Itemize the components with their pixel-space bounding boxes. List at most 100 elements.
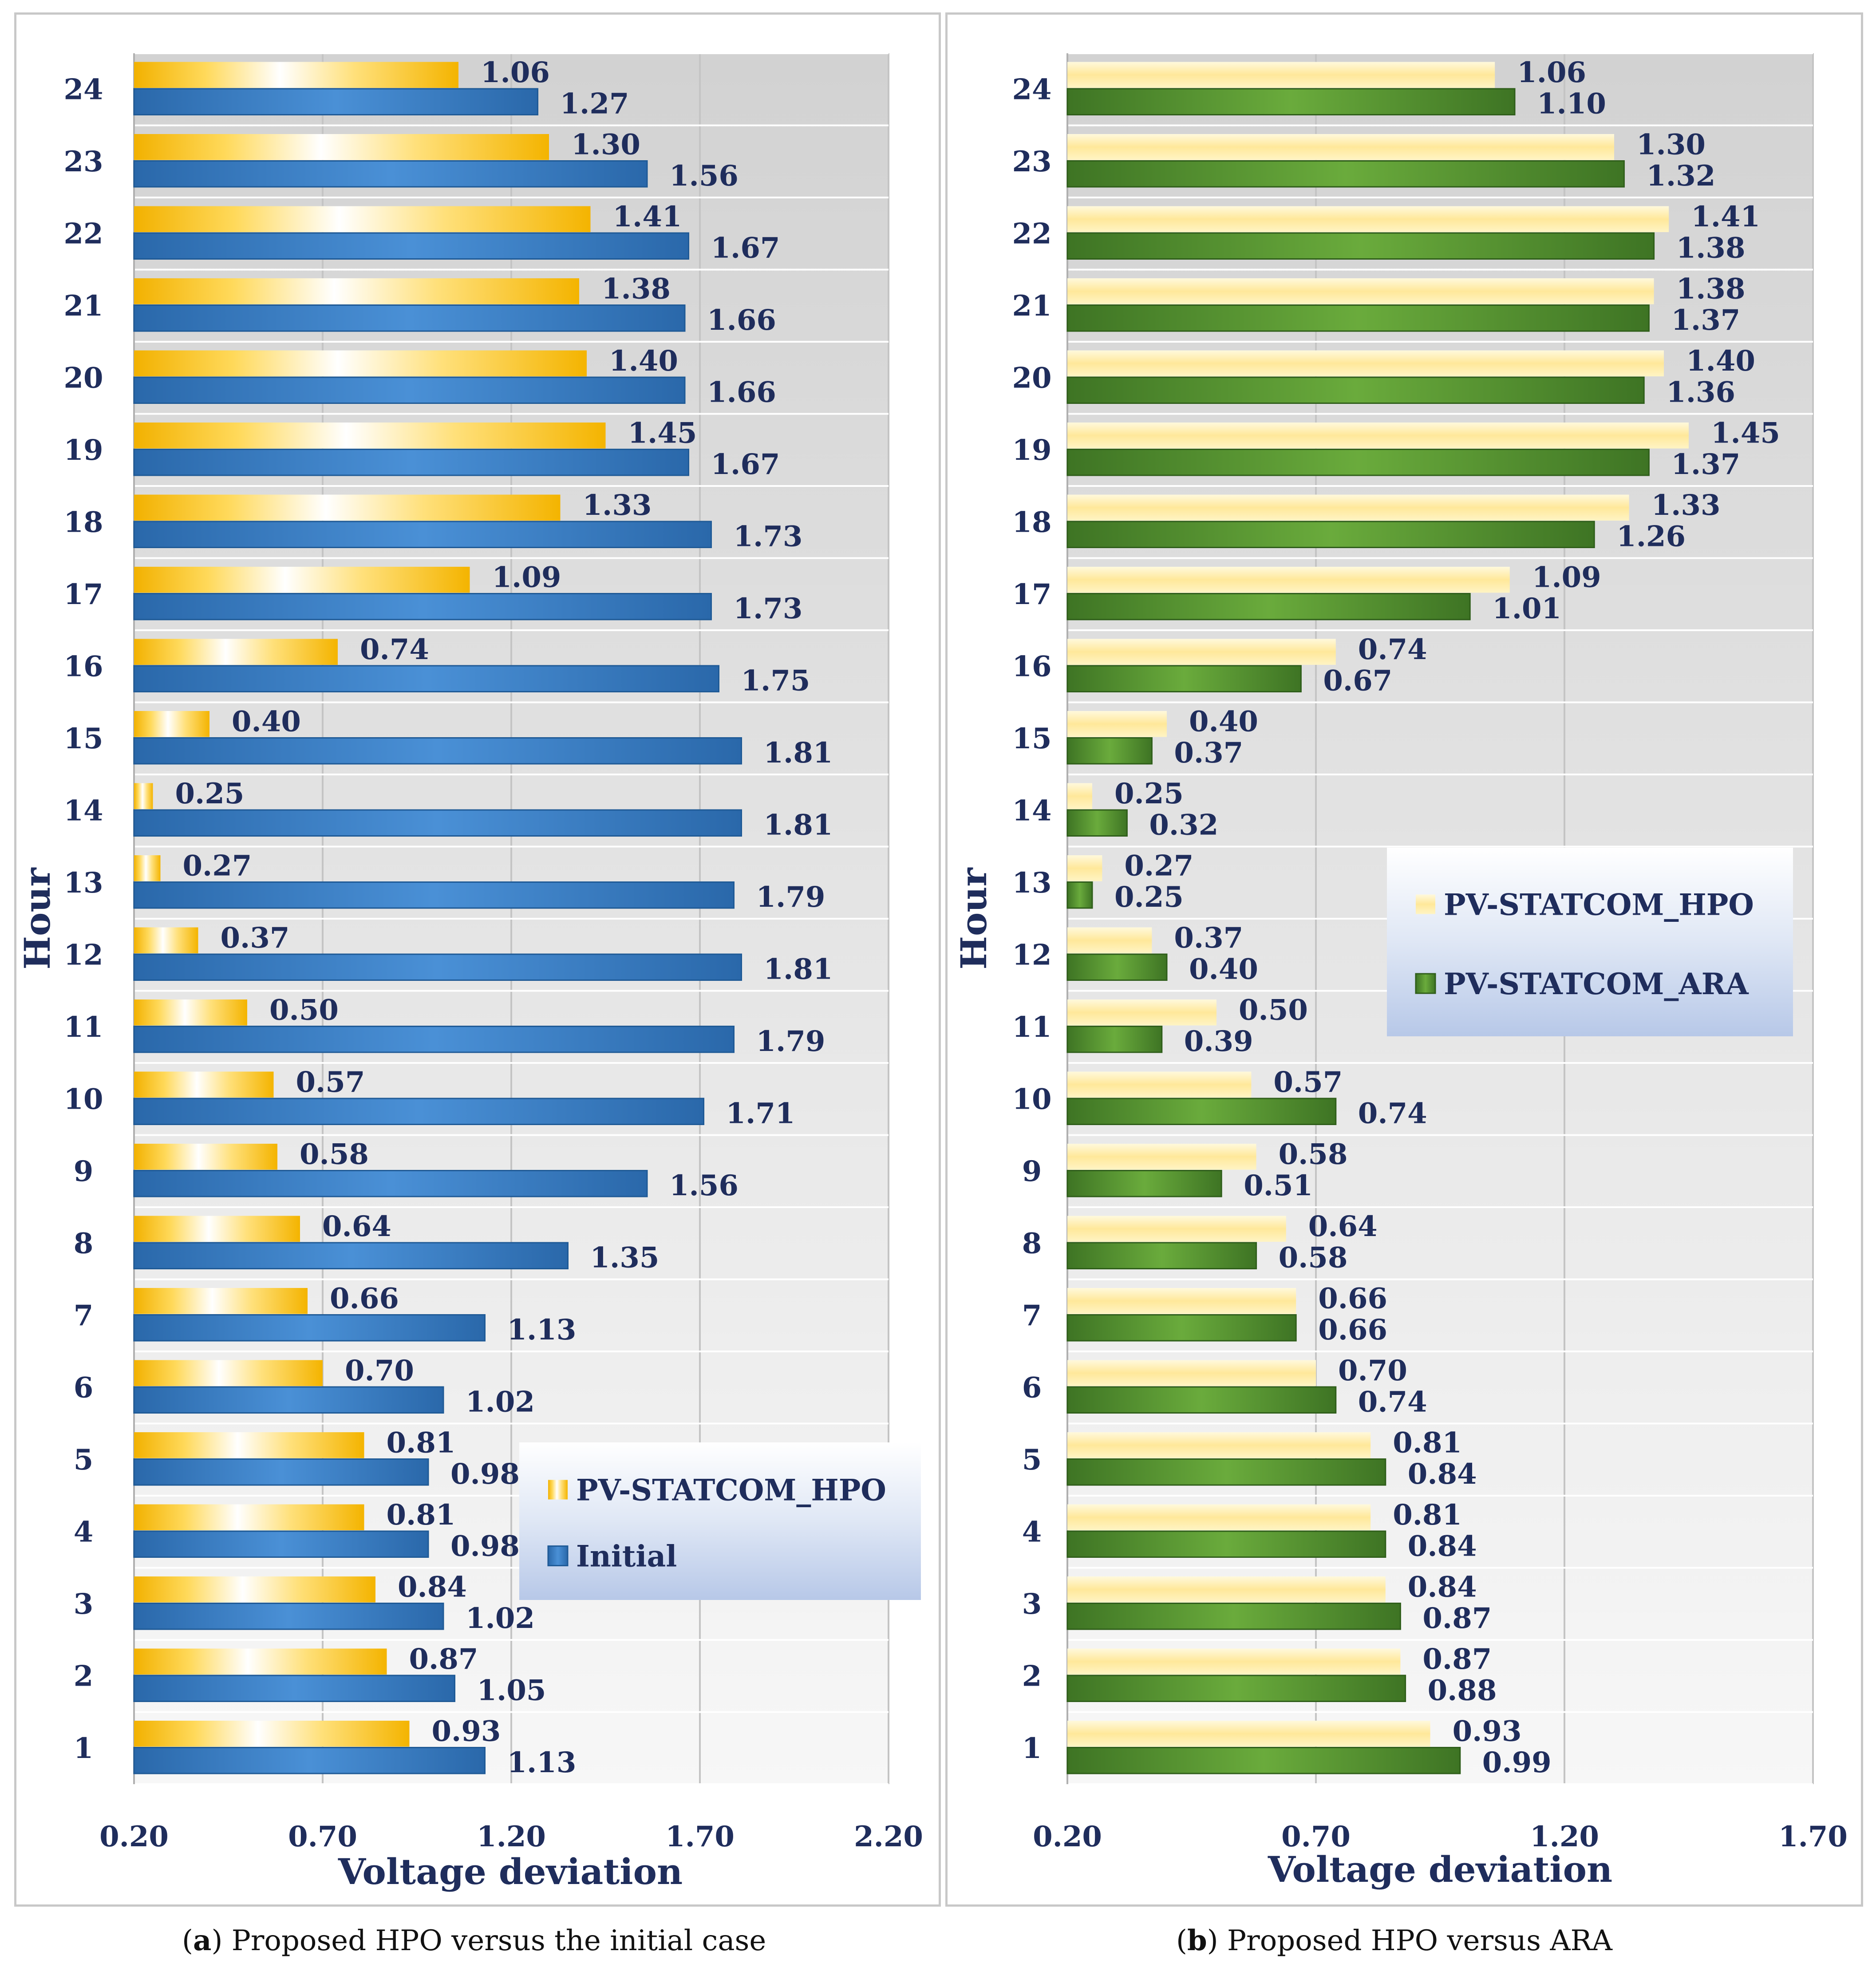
data-label-a-hpo: 0.37 xyxy=(221,921,290,955)
bar-a-hpo-hour-6 xyxy=(134,1360,323,1386)
x-tick-label-a: 0.70 xyxy=(288,1820,357,1853)
x-axis-title-b: Voltage deviation xyxy=(1268,1849,1612,1890)
data-label-a-initial: 1.35 xyxy=(590,1241,660,1275)
bar-b-ara-hour-3 xyxy=(1066,1603,1401,1630)
bar-b-ara-hour-20 xyxy=(1066,376,1645,404)
data-label-b-hpo: 0.27 xyxy=(1124,849,1193,883)
data-label-b-ara: 1.37 xyxy=(1671,448,1740,481)
bar-a-initial-hour-12 xyxy=(133,953,742,981)
data-label-b-ara: 1.32 xyxy=(1646,159,1715,193)
hour-tick-label-b: 8 xyxy=(1022,1227,1042,1260)
data-label-a-initial: 1.81 xyxy=(764,809,833,842)
data-label-b-ara: 1.37 xyxy=(1671,304,1740,337)
bar-a-hpo-hour-11 xyxy=(134,999,247,1026)
data-label-a-hpo: 1.09 xyxy=(492,561,561,594)
hour-tick-label-b: 22 xyxy=(1012,217,1051,250)
data-label-a-initial: 0.98 xyxy=(450,1530,520,1563)
bar-a-initial-hour-19 xyxy=(133,449,689,476)
bar-b-hpo-hour-5 xyxy=(1067,1432,1371,1458)
hour-tick-label-b: 23 xyxy=(1012,145,1051,178)
hour-tick-label-b: 12 xyxy=(1012,938,1051,972)
data-label-b-hpo: 0.81 xyxy=(1393,1426,1462,1460)
data-label-a-hpo: 1.33 xyxy=(583,489,652,522)
bar-a-initial-hour-13 xyxy=(133,881,735,909)
hour-tick-label-b: 9 xyxy=(1022,1155,1042,1188)
data-label-b-hpo: 1.45 xyxy=(1711,417,1780,450)
bar-a-initial-hour-14 xyxy=(133,809,742,837)
bar-a-initial-hour-4 xyxy=(133,1530,429,1558)
data-label-b-ara: 1.36 xyxy=(1666,376,1735,409)
hour-tick-label-a: 22 xyxy=(63,217,103,250)
hour-tick-label-a: 7 xyxy=(74,1299,94,1332)
data-label-a-initial: 1.73 xyxy=(734,592,803,625)
bar-b-hpo-hour-20 xyxy=(1067,350,1664,376)
hour-tick-label-a: 10 xyxy=(63,1082,103,1116)
bar-a-hpo-hour-14 xyxy=(134,783,153,809)
data-label-a-initial: 1.56 xyxy=(669,159,739,193)
legend-box-a xyxy=(519,1442,921,1600)
data-label-b-hpo: 1.33 xyxy=(1651,489,1721,522)
hour-tick-label-a: 24 xyxy=(63,73,103,106)
hour-tick-label-b: 3 xyxy=(1022,1588,1042,1621)
bar-b-ara-hour-8 xyxy=(1066,1242,1257,1269)
x-tick-label-b: 1.20 xyxy=(1530,1820,1599,1853)
bar-a-initial-hour-18 xyxy=(133,521,712,548)
data-label-b-ara: 0.58 xyxy=(1279,1241,1348,1275)
data-label-a-initial: 1.81 xyxy=(764,736,833,770)
caption-a-letter: a xyxy=(193,1924,212,1957)
legend-swatch-b-ara xyxy=(1415,973,1436,994)
data-label-b-hpo: 0.40 xyxy=(1189,705,1258,739)
bar-b-ara-hour-19 xyxy=(1066,449,1650,476)
caption-b-letter: b xyxy=(1187,1924,1207,1957)
legend-label-a-initial: Initial xyxy=(576,1539,677,1574)
bar-b-hpo-hour-11 xyxy=(1067,999,1216,1026)
bar-b-hpo-hour-16 xyxy=(1067,639,1336,665)
y-axis-title-b: Hour xyxy=(953,868,995,970)
bar-a-hpo-hour-1 xyxy=(134,1721,410,1747)
x-tick-label-a: 0.20 xyxy=(99,1820,169,1853)
bar-a-hpo-hour-20 xyxy=(134,350,587,376)
data-label-a-hpo: 0.64 xyxy=(322,1210,391,1243)
bar-b-ara-hour-13 xyxy=(1066,881,1093,909)
data-label-a-initial: 1.79 xyxy=(756,1025,825,1058)
data-label-b-hpo: 0.50 xyxy=(1239,994,1308,1027)
bar-b-hpo-hour-14 xyxy=(1067,783,1092,809)
hour-tick-label-a: 16 xyxy=(63,650,103,683)
bar-b-hpo-hour-1 xyxy=(1067,1721,1430,1747)
bar-a-hpo-hour-12 xyxy=(134,927,198,953)
bar-b-ara-hour-22 xyxy=(1066,232,1655,260)
hour-tick-label-a: 1 xyxy=(74,1732,94,1765)
bar-b-ara-hour-10 xyxy=(1066,1098,1337,1125)
bar-a-hpo-hour-21 xyxy=(134,278,579,304)
data-label-a-initial: 1.66 xyxy=(707,304,776,337)
data-label-b-ara: 0.74 xyxy=(1358,1386,1427,1419)
hour-tick-label-a: 9 xyxy=(74,1155,94,1188)
hour-tick-label-b: 5 xyxy=(1022,1443,1042,1477)
bar-b-hpo-hour-18 xyxy=(1067,494,1629,521)
data-label-b-ara: 1.26 xyxy=(1616,520,1686,553)
bar-a-initial-hour-11 xyxy=(133,1026,735,1053)
bar-b-hpo-hour-17 xyxy=(1067,567,1510,593)
bar-b-ara-hour-21 xyxy=(1066,304,1650,332)
data-label-a-hpo: 0.93 xyxy=(432,1715,501,1748)
bar-b-ara-hour-17 xyxy=(1066,593,1471,620)
bar-a-initial-hour-3 xyxy=(133,1603,444,1630)
hour-tick-label-b: 20 xyxy=(1012,361,1051,395)
data-label-a-hpo: 0.66 xyxy=(330,1282,399,1315)
bar-b-ara-hour-9 xyxy=(1066,1170,1222,1197)
bar-a-initial-hour-1 xyxy=(133,1747,486,1774)
caption-a-text: ) Proposed HPO versus the initial case xyxy=(211,1924,766,1957)
data-label-b-ara: 0.84 xyxy=(1408,1458,1477,1491)
bar-b-ara-hour-2 xyxy=(1066,1675,1406,1702)
bar-b-hpo-hour-10 xyxy=(1067,1071,1252,1098)
hour-tick-label-b: 17 xyxy=(1012,578,1051,611)
legend-swatch-b-hpo xyxy=(1416,894,1435,914)
hour-tick-label-a: 15 xyxy=(63,722,103,755)
data-label-b-ara: 0.40 xyxy=(1189,953,1258,986)
hour-tick-label-a: 8 xyxy=(74,1227,94,1260)
data-label-b-hpo: 1.06 xyxy=(1517,56,1586,89)
x-tick-label-b: 0.20 xyxy=(1033,1820,1102,1853)
bar-a-initial-hour-23 xyxy=(133,160,648,188)
bar-b-hpo-hour-3 xyxy=(1067,1576,1386,1603)
